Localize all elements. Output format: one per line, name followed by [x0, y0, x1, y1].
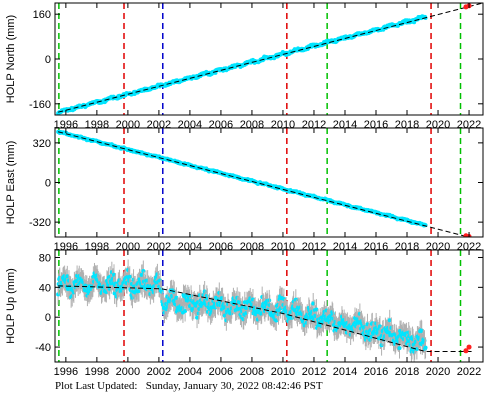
panel-1-data-layer — [56, 3, 483, 115]
data-point — [127, 274, 132, 279]
data-point — [180, 305, 185, 310]
recent-point — [463, 348, 469, 354]
panel-2-data-layer — [56, 128, 472, 237]
x-tick-label: 2022 — [457, 366, 481, 378]
data-point — [159, 289, 164, 294]
y-tick-label: 40 — [39, 282, 51, 294]
data-point — [174, 295, 179, 300]
panel-2-frame — [54, 127, 484, 238]
y-axis-title: HOLP North (mm) — [5, 15, 17, 103]
data-point — [314, 307, 319, 312]
footer-label: Plot Last Updated: — [55, 380, 138, 392]
data-point — [65, 274, 70, 279]
recent-point — [466, 344, 472, 350]
y-tick-label: 0 — [45, 178, 51, 190]
x-tick-label: 2000 — [116, 366, 140, 378]
panel-3-data-layer — [56, 250, 474, 362]
x-tick-label: 2012 — [302, 366, 326, 378]
model-trend-line — [58, 285, 474, 353]
y-axis-title: HOLP East (mm) — [5, 141, 17, 225]
x-tick-label: 2016 — [364, 366, 388, 378]
data-point — [183, 309, 188, 314]
y-tick-label: 0 — [45, 54, 51, 66]
data-point — [414, 347, 419, 352]
data-point — [293, 297, 298, 302]
data-point — [379, 343, 384, 348]
y-tick-label: 160 — [33, 9, 51, 21]
x-tick-label: 2008 — [240, 366, 264, 378]
data-point — [267, 298, 272, 303]
x-tick-label: 2004 — [178, 366, 202, 378]
x-tick-label: 2020 — [426, 366, 450, 378]
data-point — [387, 318, 392, 323]
plot-updated-footer: Plot Last Updated: Sunday, January 30, 2… — [55, 380, 323, 392]
x-tick-label: 2002 — [147, 366, 171, 378]
x-tick-label: 2006 — [209, 366, 233, 378]
x-tick-label: 1996 — [54, 366, 78, 378]
data-point — [141, 268, 146, 273]
y-tick-label: 0 — [45, 312, 51, 324]
data-point — [311, 301, 316, 306]
y-tick-label: -40 — [35, 342, 51, 354]
y-tick-label: -160 — [29, 99, 51, 111]
model-trend-line — [57, 131, 471, 237]
x-tick-label: 2014 — [333, 366, 357, 378]
data-point — [369, 334, 374, 339]
x-tick-label: 2018 — [395, 366, 419, 378]
data-point — [56, 292, 61, 297]
data-point — [397, 346, 402, 351]
x-tick-label: 2010 — [271, 366, 295, 378]
panel-3-frame — [54, 249, 484, 363]
y-tick-label: -320 — [29, 217, 51, 229]
model-trend-line — [57, 3, 483, 113]
x-tick-label: 1998 — [85, 366, 109, 378]
data-point — [195, 315, 200, 320]
data-point — [423, 345, 428, 350]
y-tick-label: 80 — [39, 252, 51, 264]
y-axis-title: HOLP Up (mm) — [5, 268, 17, 344]
y-tick-label: 320 — [33, 138, 51, 150]
footer-timestamp: Sunday, January 30, 2022 08:42:46 PST — [145, 380, 323, 392]
